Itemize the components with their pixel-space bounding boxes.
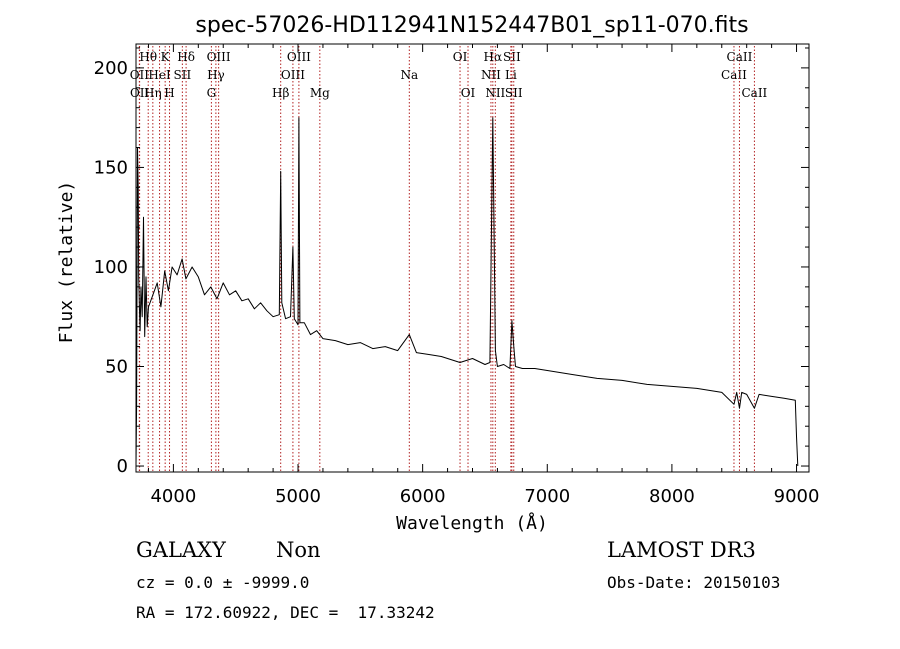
line-marker-label: K	[161, 50, 171, 64]
line-marker-label: HeI	[148, 68, 171, 82]
obs-date-text: Obs-Date: 20150103	[607, 573, 781, 592]
y-tick-label: 0	[117, 456, 128, 477]
y-tick-label: 50	[105, 356, 128, 377]
line-marker-label: SII	[505, 86, 523, 100]
line-marker-label: NII	[485, 86, 505, 100]
plot-frame	[135, 43, 810, 473]
line-marker-label: H	[164, 86, 174, 100]
line-marker-label: OI	[453, 50, 468, 64]
line-marker-label: OII	[130, 86, 150, 100]
y-tick-label: 150	[94, 157, 128, 178]
spectrum-series	[135, 117, 799, 467]
line-marker-label: Li	[505, 68, 517, 82]
y-axis-label: Flux (relative)	[56, 181, 77, 344]
y-tick-label: 200	[94, 58, 128, 79]
redshift-text: cz = 0.0 ± -9999.0	[136, 573, 310, 592]
radec-text: RA = 172.60922, DEC = 17.33242	[136, 603, 435, 622]
subclass-label: Non	[276, 538, 321, 562]
y-tick-label: 100	[94, 257, 128, 278]
spectrum-line	[135, 117, 799, 467]
line-marker-label: SII	[503, 50, 521, 64]
line-marker-label: OIII	[207, 50, 231, 64]
line-marker-label: CaII	[741, 86, 767, 100]
x-tick-label: 7000	[524, 486, 570, 507]
line-marker-label: Hα	[484, 50, 503, 64]
line-marker-label: Hδ	[177, 50, 195, 64]
line-marker-label: CaII	[721, 68, 747, 82]
x-tick-label: 8000	[649, 486, 695, 507]
x-tick-label: 6000	[400, 486, 446, 507]
chart-title: spec-57026-HD112941N152447B01_sp11-070.f…	[195, 13, 748, 38]
line-marker-label: OI	[461, 86, 476, 100]
x-tick-label: 4000	[150, 486, 196, 507]
line-marker-label: Hβ	[272, 86, 289, 100]
x-tick-label: 5000	[275, 486, 321, 507]
line-marker-label: Hθ	[139, 50, 157, 64]
line-marker-label: G	[207, 86, 217, 100]
line-marker-label: Hγ	[207, 68, 225, 82]
x-tick-label: 9000	[774, 486, 820, 507]
line-marker-label: NII	[481, 68, 501, 82]
axis-ticks: 4000 5000 6000 7000 8000 9000 0 50 100 150 200	[94, 44, 820, 507]
line-marker-label: OIII	[281, 68, 305, 82]
line-marker-label: SII	[174, 68, 192, 82]
line-marker-label: Hη	[144, 86, 162, 100]
survey-label: LAMOST DR3	[607, 538, 756, 562]
x-axis-label: Wavelength (Å)	[396, 512, 548, 534]
line-marker-label: CaII	[727, 50, 753, 64]
line-marker-label: Na	[400, 68, 418, 82]
line-marker-label: Mg	[310, 86, 330, 100]
class-label: GALAXY	[136, 538, 226, 562]
line-markers: HθOIIOIIHηHeIKHSIIHδGHγOIIIHβOIIIOIIIMgN…	[130, 46, 768, 472]
line-marker-label: OIII	[287, 50, 311, 64]
